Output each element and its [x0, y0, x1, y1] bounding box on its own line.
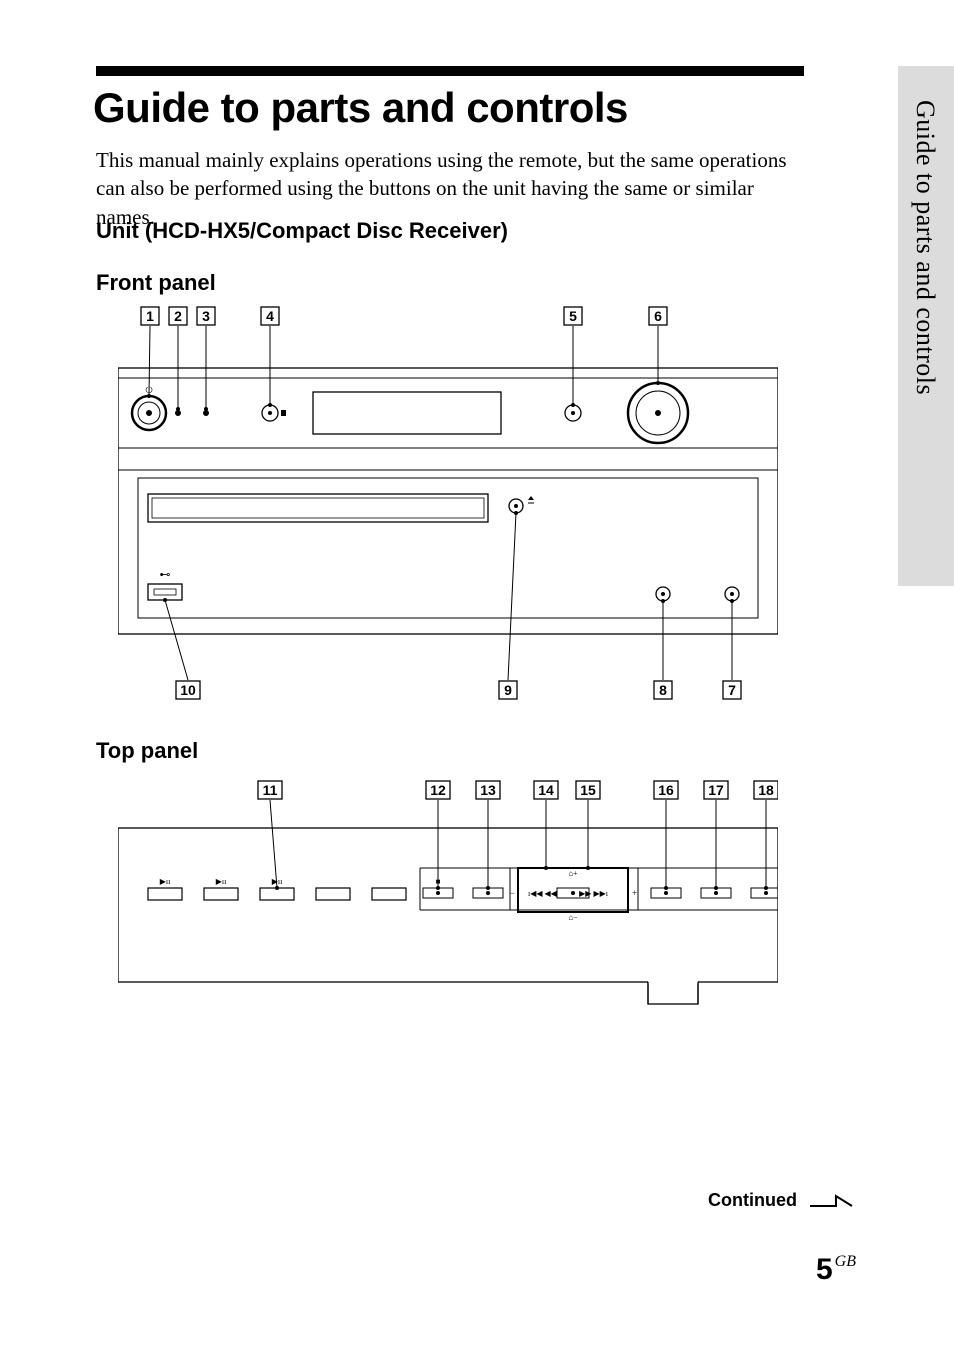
svg-text:16: 16: [658, 782, 674, 798]
top-panel-svg: ▶ıı▶ıı▶ıı■ı◀◀ ◀◀▶▶ ▶▶ı⌂+⌂−+−111213141516…: [118, 776, 778, 1036]
svg-text:⌂−: ⌂−: [568, 913, 578, 922]
page-title: Guide to parts and controls: [93, 84, 628, 132]
svg-text:▶ıı: ▶ıı: [216, 877, 227, 886]
svg-text:1: 1: [146, 308, 154, 324]
svg-text:17: 17: [708, 782, 724, 798]
front-panel-svg: ⊷⏻12345610987: [118, 302, 778, 702]
svg-text:▶▶ ▶▶ı: ▶▶ ▶▶ı: [579, 889, 609, 898]
svg-text:3: 3: [202, 308, 210, 324]
svg-text:12: 12: [430, 782, 446, 798]
continued-label: Continued: [708, 1190, 797, 1210]
continued-arrow-icon: [808, 1193, 854, 1209]
svg-text:9: 9: [504, 682, 512, 698]
svg-text:+: +: [632, 888, 637, 898]
front-panel-diagram: ⊷⏻12345610987: [118, 302, 778, 702]
svg-text:⊷: ⊷: [160, 569, 171, 581]
svg-text:18: 18: [758, 782, 774, 798]
svg-text:6: 6: [654, 308, 662, 324]
svg-text:⌂+: ⌂+: [568, 869, 578, 878]
page-number-value: 5: [816, 1253, 833, 1286]
svg-text:ı◀◀ ◀◀: ı◀◀ ◀◀: [528, 889, 558, 898]
unit-heading: Unit (HCD-HX5/Compact Disc Receiver): [96, 218, 508, 244]
page-number: 5GB: [816, 1253, 856, 1287]
svg-text:▶ıı: ▶ıı: [160, 877, 171, 886]
continued-indicator: Continued: [708, 1190, 854, 1211]
side-tab-label: Guide to parts and controls: [910, 100, 940, 395]
svg-text:7: 7: [728, 682, 736, 698]
svg-text:2: 2: [174, 308, 182, 324]
svg-text:15: 15: [580, 782, 596, 798]
page-region: GB: [835, 1253, 856, 1270]
svg-text:▶ıı: ▶ıı: [272, 877, 283, 886]
top-panel-diagram: ▶ıı▶ıı▶ıı■ı◀◀ ◀◀▶▶ ▶▶ı⌂+⌂−+−111213141516…: [118, 776, 778, 1036]
svg-text:8: 8: [659, 682, 667, 698]
svg-text:10: 10: [180, 682, 196, 698]
svg-text:4: 4: [266, 308, 274, 324]
top-panel-heading: Top panel: [96, 738, 198, 764]
svg-text:14: 14: [538, 782, 554, 798]
svg-text:−: −: [510, 888, 515, 898]
heading-rule: [96, 66, 804, 76]
svg-text:11: 11: [263, 782, 278, 798]
front-panel-heading: Front panel: [96, 270, 216, 296]
svg-text:5: 5: [569, 308, 577, 324]
svg-text:13: 13: [480, 782, 496, 798]
